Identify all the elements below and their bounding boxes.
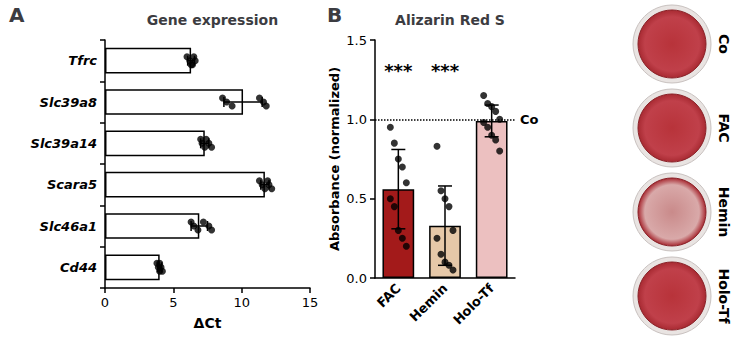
svg-text:Hemin: Hemin [407, 281, 451, 325]
svg-text:B: B [327, 3, 342, 27]
svg-text:Slc46a1: Slc46a1 [40, 219, 97, 234]
svg-text:Hemin: Hemin [716, 187, 732, 238]
svg-text:Holo-Tf: Holo-Tf [450, 280, 497, 327]
svg-text:Scara5: Scara5 [47, 177, 97, 192]
svg-text:FAC: FAC [374, 281, 404, 311]
svg-text:5: 5 [169, 295, 177, 310]
svg-text:0.5: 0.5 [346, 191, 367, 206]
svg-text:Co: Co [716, 34, 732, 54]
svg-text:Holo-Tf: Holo-Tf [716, 268, 732, 324]
svg-text:10: 10 [233, 295, 250, 310]
svg-text:***: *** [431, 60, 460, 81]
svg-text:Absorbance (normalized): Absorbance (normalized) [327, 67, 342, 251]
svg-text:Slc39a8: Slc39a8 [40, 95, 97, 110]
svg-text:Tfrc: Tfrc [68, 53, 97, 68]
svg-text:1.5: 1.5 [346, 33, 367, 48]
svg-text:Slc39a14: Slc39a14 [31, 136, 97, 151]
svg-text:1.0: 1.0 [346, 112, 367, 127]
svg-text:FAC: FAC [716, 113, 732, 142]
svg-text:0: 0 [101, 295, 109, 310]
svg-text:Gene expression: Gene expression [147, 12, 278, 28]
svg-text:ΔCt: ΔCt [194, 315, 222, 331]
svg-text:Alizarin Red S: Alizarin Red S [395, 12, 505, 28]
svg-text:Co: Co [520, 112, 539, 127]
svg-text:***: *** [384, 60, 413, 81]
svg-text:Cd44: Cd44 [60, 260, 97, 275]
svg-text:15: 15 [302, 295, 319, 310]
svg-text:0.0: 0.0 [346, 271, 367, 286]
svg-text:A: A [9, 3, 25, 27]
